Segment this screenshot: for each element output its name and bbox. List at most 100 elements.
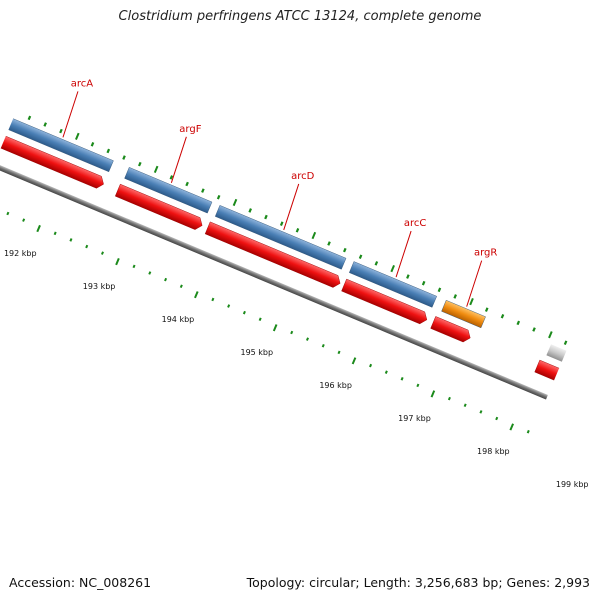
- inner-tick: [290, 330, 294, 335]
- cds-arrow-4[interactable]: [430, 316, 473, 344]
- outer-tick: [201, 188, 205, 193]
- inner-tick: [227, 304, 231, 308]
- gene-label-argF[interactable]: argF: [179, 124, 201, 135]
- inner-tick: [400, 377, 404, 381]
- scale-label: 199 kbp: [556, 480, 589, 489]
- inner-tick: [430, 390, 436, 398]
- outer-tick: [500, 313, 505, 319]
- gene-label-leader: [395, 230, 412, 278]
- gene-label-leader: [170, 136, 187, 183]
- gene-feature-argF[interactable]: [124, 167, 213, 214]
- outer-tick: [484, 307, 489, 312]
- outer-tick: [90, 142, 95, 147]
- inner-tick: [574, 449, 578, 454]
- outer-tick: [232, 198, 238, 207]
- inner-tick: [416, 383, 420, 388]
- outer-tick: [279, 221, 284, 226]
- outer-tick: [406, 274, 410, 279]
- gene-label-argR[interactable]: argR: [474, 248, 497, 259]
- outer-tick: [122, 155, 126, 160]
- outer-tick: [343, 247, 347, 253]
- outer-tick: [453, 294, 457, 299]
- scale-label: 195 kbp: [240, 348, 273, 357]
- scale-label: 196 kbp: [319, 381, 352, 390]
- inner-tick: [588, 456, 593, 464]
- outer-tick: [106, 148, 111, 154]
- gene-feature-arcD[interactable]: [214, 205, 347, 270]
- outer-tick: [185, 181, 189, 187]
- scale-label: 197 kbp: [398, 414, 431, 423]
- inner-tick: [6, 211, 10, 216]
- cds-arrow-0[interactable]: [0, 133, 106, 191]
- inner-tick: [321, 343, 325, 348]
- inner-tick: [22, 218, 26, 222]
- gene-feature-arcC[interactable]: [349, 261, 437, 308]
- outer-tick: [358, 254, 363, 260]
- gene-label-leader: [466, 260, 483, 307]
- outer-tick: [469, 298, 474, 306]
- outer-tick: [43, 122, 47, 127]
- genome-backbone: [0, 147, 600, 501]
- outer-tick: [27, 115, 32, 121]
- inner-tick: [211, 297, 215, 302]
- inner-tick: [132, 264, 136, 269]
- gene-label-arcD[interactable]: arcD: [291, 171, 315, 182]
- inner-tick: [115, 257, 120, 266]
- cds-arrow-2[interactable]: [204, 221, 342, 290]
- accession-text: Accession: NC_008261: [9, 575, 152, 590]
- outer-tick: [579, 347, 584, 352]
- inner-tick: [463, 403, 467, 408]
- outer-tick: [311, 231, 317, 240]
- outer-tick: [216, 194, 221, 200]
- inner-tick: [53, 231, 57, 236]
- inner-tick: [384, 370, 388, 374]
- outer-tick: [11, 108, 16, 114]
- inner-tick: [542, 436, 546, 441]
- inner-tick: [258, 317, 262, 322]
- inner-tick: [69, 238, 73, 242]
- cds-arrow-5[interactable]: [534, 359, 600, 415]
- cds-arrow-3[interactable]: [341, 278, 430, 326]
- outer-tick: [437, 287, 442, 293]
- outer-tick: [532, 327, 536, 332]
- gene-label-arcA[interactable]: arcA: [71, 78, 94, 89]
- outer-tick: [75, 132, 80, 140]
- outer-tick: [153, 165, 159, 174]
- gene-label-leader: [62, 91, 79, 138]
- inner-tick: [495, 416, 499, 421]
- outer-tick: [295, 228, 300, 233]
- outer-tick: [248, 208, 252, 213]
- scale-label: 194 kbp: [162, 315, 195, 324]
- outer-tick: [595, 353, 599, 359]
- scale-label: 193 kbp: [83, 282, 116, 291]
- inner-tick: [337, 350, 341, 355]
- gene-feature-argR[interactable]: [441, 299, 486, 329]
- inner-tick: [526, 429, 530, 434]
- outer-tick: [516, 320, 521, 326]
- inner-tick: [305, 337, 309, 341]
- inner-tick: [36, 224, 41, 233]
- inner-tick: [479, 410, 483, 414]
- inner-tick: [351, 357, 357, 365]
- scale-label: 192 kbp: [4, 249, 37, 258]
- outer-tick: [327, 241, 331, 246]
- inner-tick: [369, 363, 373, 368]
- inner-tick: [509, 423, 514, 431]
- inner-tick: [148, 271, 152, 275]
- outer-tick: [169, 175, 174, 180]
- inner-tick: [194, 291, 199, 299]
- outer-tick: [390, 264, 395, 273]
- gene-label-arcC[interactable]: arcC: [404, 218, 427, 229]
- inner-tick: [100, 251, 104, 255]
- scale-label: 198 kbp: [477, 447, 510, 456]
- outer-tick: [264, 214, 268, 220]
- outer-tick: [548, 331, 553, 339]
- cds-arrow-1[interactable]: [114, 183, 204, 231]
- outer-tick: [563, 340, 568, 345]
- gene-label-leader: [283, 183, 300, 231]
- outer-tick: [374, 261, 379, 266]
- map-title: Clostridium perfringens ATCC 13124, comp…: [118, 9, 482, 24]
- inner-tick: [164, 277, 168, 282]
- inner-tick: [272, 324, 278, 332]
